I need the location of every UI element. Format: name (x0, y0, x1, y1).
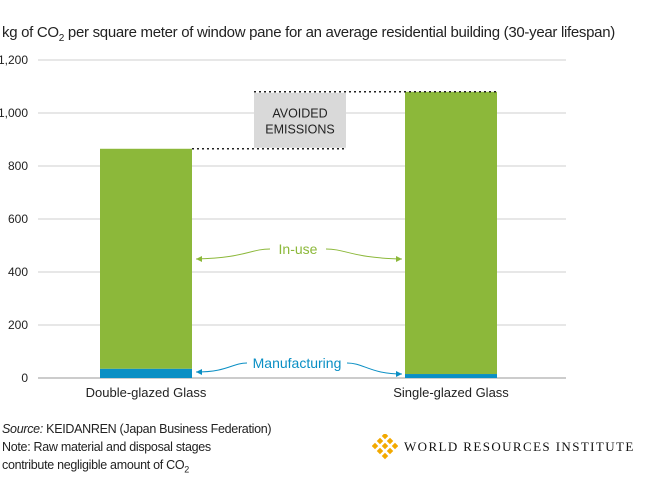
y-tick-label: 200 (8, 318, 28, 332)
bar-manufacturing-double (100, 368, 192, 378)
y-tick-label: 600 (8, 212, 28, 226)
chart-footer: Source: KEIDANREN (Japan Business Federa… (2, 420, 272, 479)
wri-logo: WORLD RESOURCES INSTITUTE (372, 434, 635, 460)
manufacturing-arrow-right (346, 362, 403, 375)
in-use-label: In-use (279, 241, 318, 257)
bar-in-use-double (100, 148, 192, 369)
in-use-arrowhead-left (196, 256, 202, 262)
logo-diamond (376, 447, 384, 455)
wri-logo-icon (372, 434, 398, 460)
title-rest: per square meter of window pane for an a… (64, 24, 615, 41)
note-text: contribute negligible amount of CO (2, 458, 185, 472)
logo-diamond (376, 437, 384, 445)
source-line: Source: KEIDANREN (Japan Business Federa… (2, 420, 272, 438)
note-line-1: Note: Raw material and disposal stages (2, 440, 211, 454)
logo-diamond (372, 442, 379, 450)
in-use-arrow-right (325, 248, 403, 260)
note-line-2: contribute negligible amount of CO2 (2, 456, 271, 479)
y-tick-label: 400 (8, 265, 28, 279)
logo-diamond (391, 442, 398, 450)
x-category-label: Single-glazed Glass (393, 385, 509, 400)
manufacturing-arrowhead-right (396, 371, 402, 377)
in-use-arrow-left (195, 248, 271, 260)
bar-manufacturing-single (405, 374, 497, 378)
logo-diamond (381, 452, 389, 460)
logo-diamond (381, 442, 389, 450)
source-text: KEIDANREN (Japan Business Federation) (42, 422, 272, 436)
wri-logo-text: WORLD RESOURCES INSTITUTE (404, 439, 635, 454)
title-subscript: 2 (58, 33, 65, 44)
title-main: kg of CO (2, 24, 59, 41)
bar-in-use-single (405, 91, 497, 375)
y-tick-label: 0 (21, 371, 28, 385)
x-category-label: Double-glazed Glass (86, 385, 207, 400)
avoided-label-line1: AVOIDED (272, 106, 327, 120)
in-use-arrowhead-right (396, 256, 402, 262)
manufacturing-arrow-left (195, 362, 248, 373)
y-tick-label: 1,200 (0, 53, 28, 67)
y-tick-label: 800 (8, 159, 28, 173)
note-subscript: 2 (184, 464, 189, 475)
manufacturing-arrowhead-left (196, 369, 202, 375)
avoided-label-line2: EMISSIONS (265, 122, 334, 136)
logo-diamond (386, 437, 394, 445)
logo-diamond (381, 434, 389, 440)
y-tick-label: 1,000 (0, 106, 28, 120)
avoided-emissions-box (254, 92, 346, 148)
source-label: Source: (2, 422, 43, 436)
chart-title: kg of CO2 per square meter of window pan… (2, 24, 615, 44)
manufacturing-label: Manufacturing (253, 355, 342, 371)
chart-area: 0 200 400 600 800 1,000 1,200 Double-glazed Gla… (0, 53, 566, 400)
logo-diamond (386, 447, 394, 455)
